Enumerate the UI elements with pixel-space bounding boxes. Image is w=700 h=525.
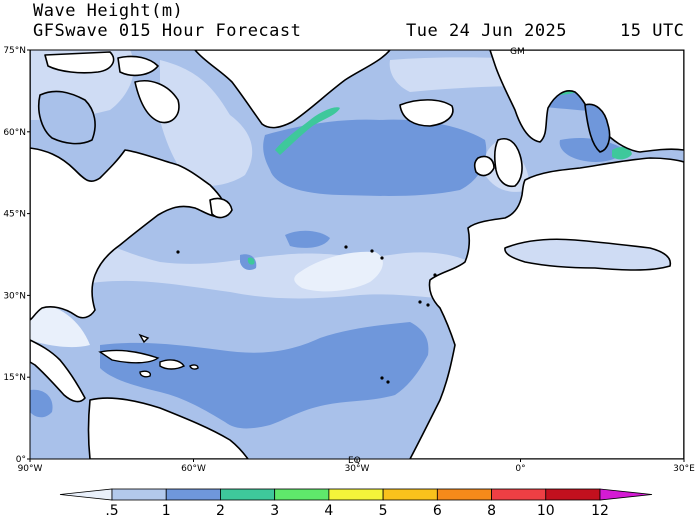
colorbar: .5 1 2 3 4 5 6 8 10 12 [59,488,653,519]
valid-date: Tue 24 Jun 2025 [406,21,568,41]
field-0.5-1m-zone [160,60,253,186]
arctic-island [117,55,159,77]
colorbar-segment [436,488,492,501]
puerto-rico [189,364,199,370]
longitude-axis: 90°W 60°W 30°W 0° 30°E [18,459,695,474]
colorbar-label: 6 [433,503,442,519]
lon-tick-label: 30°W [345,464,370,474]
madeira-island [433,273,437,277]
colorbar-label: 5 [379,503,388,519]
colorbar-segment [111,488,167,501]
equator-label: EQ [348,456,361,466]
lat-tick-label: 75°N [3,46,26,56]
greenwich-meridian-label: GM [510,47,525,57]
hispaniola [159,359,186,370]
lon-tick-label: 0° [515,464,525,474]
north-america-landmass [30,50,227,321]
caribbean-islands [98,333,199,378]
colorbar-min-triangle [59,488,113,501]
colorbar-segment [165,488,221,501]
field-3-4m-zone [275,107,340,155]
lon-tick-label: 60°W [181,464,206,474]
lat-tick-label: 15°N [3,373,26,383]
field-2-3m-zone [100,322,429,429]
jamaica [139,370,152,378]
landmasses [30,50,684,459]
atlantic-small-islands [176,245,437,384]
field-3-4m-zone [247,257,255,265]
field-2-3m-zone [30,389,53,418]
arctic-island [44,51,115,74]
lat-tick-label: 30°N [3,291,26,301]
map-plot-area [30,50,684,459]
cuba [98,349,160,364]
colorbar-segment [220,488,276,501]
field-2-3m-zone [285,230,330,248]
colorbar-label: 4 [324,503,333,519]
greenland [194,50,391,129]
colorbar-label: 2 [216,503,225,519]
lat-tick-label: 45°N [3,210,26,220]
field-lt0.5m-zone [30,300,90,348]
colorbar-segment [545,488,601,501]
colorbar-label: 8 [487,503,496,519]
colorbar-label: 1 [162,503,171,519]
colorbar-max-triangle [599,488,653,501]
cape-verde-island [380,376,384,380]
south-america-landmass [87,397,249,459]
lat-tick-label: 0° [16,455,26,465]
azores-island [344,245,348,249]
mediterranean-sea [504,238,672,271]
iceland [399,99,454,127]
cape-verde-island [386,380,390,384]
lon-tick-label: 90°W [18,464,43,474]
lon-tick-label: 30°E [673,464,695,474]
europe-africa-landmass [409,157,684,459]
central-america [30,339,86,403]
colorbar-segment [491,488,547,501]
canary-island [418,300,422,304]
lat-tick-label: 60°N [3,128,26,138]
canary-island [426,303,430,307]
bermuda-island [176,250,180,254]
great-britain [493,138,523,188]
scandinavia [489,50,684,153]
valid-time: 15 UTC [620,21,685,41]
forecast-subtitle: GFSwave 015 Hour Forecast [33,21,302,41]
bahamas [138,333,150,344]
ireland [473,155,495,177]
chart-title: Wave Height(m) [33,1,184,21]
colorbar-segment [328,488,384,501]
azores-island [370,249,374,253]
azores-island [380,256,384,260]
colorbar-label: 12 [591,503,609,519]
hudson-bay [37,90,96,145]
colorbar-segment [382,488,438,501]
colorbar-label: .5 [105,503,118,519]
latitude-axis: 0° 15°N 30°N 45°N 60°N 75°N [3,46,30,465]
colorbar-segment [274,488,330,501]
field-lt0.5m-zone [294,251,383,292]
field-3-4m-zone [612,146,632,160]
colorbar-label: 3 [270,503,279,519]
colorbar-label: 10 [537,503,555,519]
newfoundland [209,197,233,219]
field-2-3m-zone [263,119,487,196]
baffin-island [134,80,180,124]
baltic-sea [584,103,611,153]
